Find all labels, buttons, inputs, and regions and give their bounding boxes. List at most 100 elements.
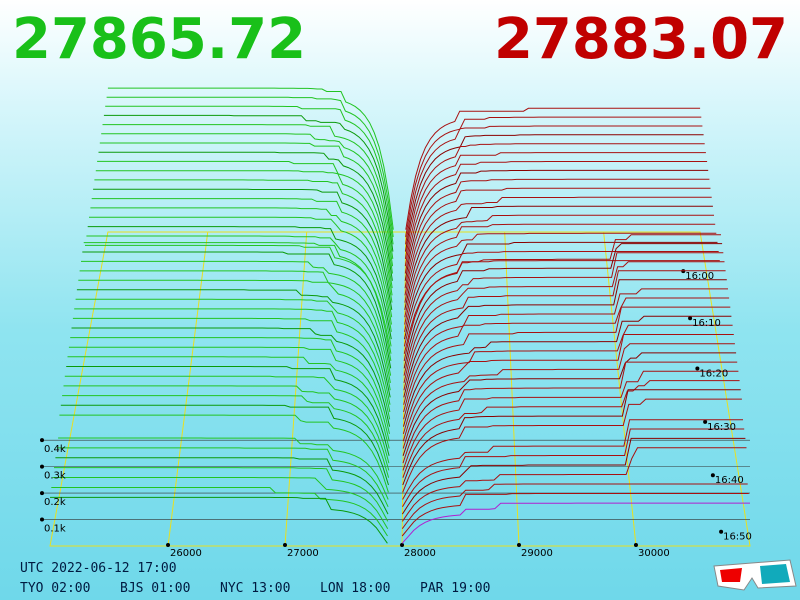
time-label: 16:00 [685,271,714,282]
zone-time: BJS 01:00 [120,581,190,596]
bid-depth-line [90,207,392,325]
ask-depth-line [404,187,711,296]
ask-depth-line [403,252,724,376]
axis-labels: 26000 27000 28000 29000 30000 0.1k 0.2k 0.3k 0.4… [44,271,752,559]
ask-depth-line [402,419,743,500]
ask-depth-line [401,437,746,515]
price-label: 29000 [521,548,553,559]
ask-depth-line [404,241,718,340]
bid-depth-line [71,327,391,427]
ask-depth-line [402,389,741,486]
bid-depth-line [83,242,392,362]
bid-depth-line [87,226,392,340]
ask-depth-line [402,361,738,464]
ask-depth-line [404,232,717,332]
bid-depth-line [54,467,389,522]
bid-depth-line [76,289,391,398]
ask-depth-line [405,107,701,230]
bid-depth-line [89,216,392,332]
bid-price: 27865.72 [12,7,306,72]
ask-depth-line [404,196,712,303]
bid-depth-line [99,142,393,274]
bid-depth-line [60,404,389,486]
price-label: 26000 [170,548,202,559]
time-tick [719,529,724,534]
bid-depth-line [97,160,393,289]
bid-depth-line [68,346,390,442]
price-grid-line [504,231,520,547]
ask-depth-line [403,279,727,398]
ask-depth-line [404,205,713,311]
bid-depth-line [51,487,388,537]
ask-depth-line [401,493,749,537]
bid-depth-line [91,198,393,318]
ask-depth-line [403,261,725,384]
ask-depth-line [405,116,702,238]
ask-depth-line [404,143,705,259]
bid-depth-line [106,96,394,238]
bid-depth-line [107,87,394,230]
bid-depth-line [62,395,390,478]
ask-depth-line [401,483,748,529]
bid-depth-line [72,317,391,420]
ask-depth-line [404,169,709,281]
ask-depth-line [401,447,747,522]
time-label: 16:30 [707,422,736,433]
ask-depth-line [402,428,745,508]
bid-depth-line [58,437,389,500]
ask-depth-line [402,334,734,442]
bid-depth-line [52,477,389,529]
ask-depth-line [404,223,716,325]
ask-depth-line [404,152,706,267]
ask-depth-line [402,324,733,435]
ask-depth-line [403,306,731,420]
ask-depth-line [401,502,750,544]
price-tick [633,543,638,547]
time-label: 16:10 [692,318,721,329]
bid-depth-line [101,133,394,267]
depth-tick [40,491,44,496]
bid-depth-line [82,251,392,369]
zone-time: LON 18:00 [320,581,390,596]
depth-tick [40,438,44,443]
depth-label: 0.2k [44,497,66,508]
time-tick [710,473,715,478]
bid-depth-line [67,356,390,449]
bid-depth-line [74,308,391,413]
ask-depth-line [402,380,740,478]
depth-curves [50,87,750,544]
ask-depth-line [402,370,739,471]
depth-label: 0.3k [44,471,66,482]
ask-depth-line [402,343,735,449]
ask-depth-line [405,134,704,252]
ask-depth-line [403,251,719,347]
ask-depth-line [403,270,726,391]
ask-depth-line [403,243,723,369]
ask-price: 27883.07 [494,7,788,72]
ask-depth-line [402,352,737,456]
frame [40,231,751,547]
bid-depth-line [103,114,394,252]
price-label: 27000 [287,548,319,559]
price-tick [282,543,287,547]
ask-depth-line [404,161,708,274]
ask-depth-line [402,398,742,493]
time-tick [695,366,700,371]
bid-depth-line [81,260,392,376]
bid-depth-line [94,179,393,303]
depth-label: 0.4k [44,444,66,455]
ask-depth-line [403,315,732,427]
price-grid-line [167,231,209,547]
bid-depth-line [64,375,390,464]
time-label: 16:40 [715,475,744,486]
ask-depth-line [403,260,720,354]
depth-tick [40,517,44,522]
bid-depth-line [70,337,390,435]
zone-time: NYC 13:00 [220,581,290,596]
ask-depth-line [404,214,714,318]
price-tick [400,543,405,547]
depth-tick [40,464,44,469]
floor [49,231,751,547]
bid-depth-line [98,151,393,281]
